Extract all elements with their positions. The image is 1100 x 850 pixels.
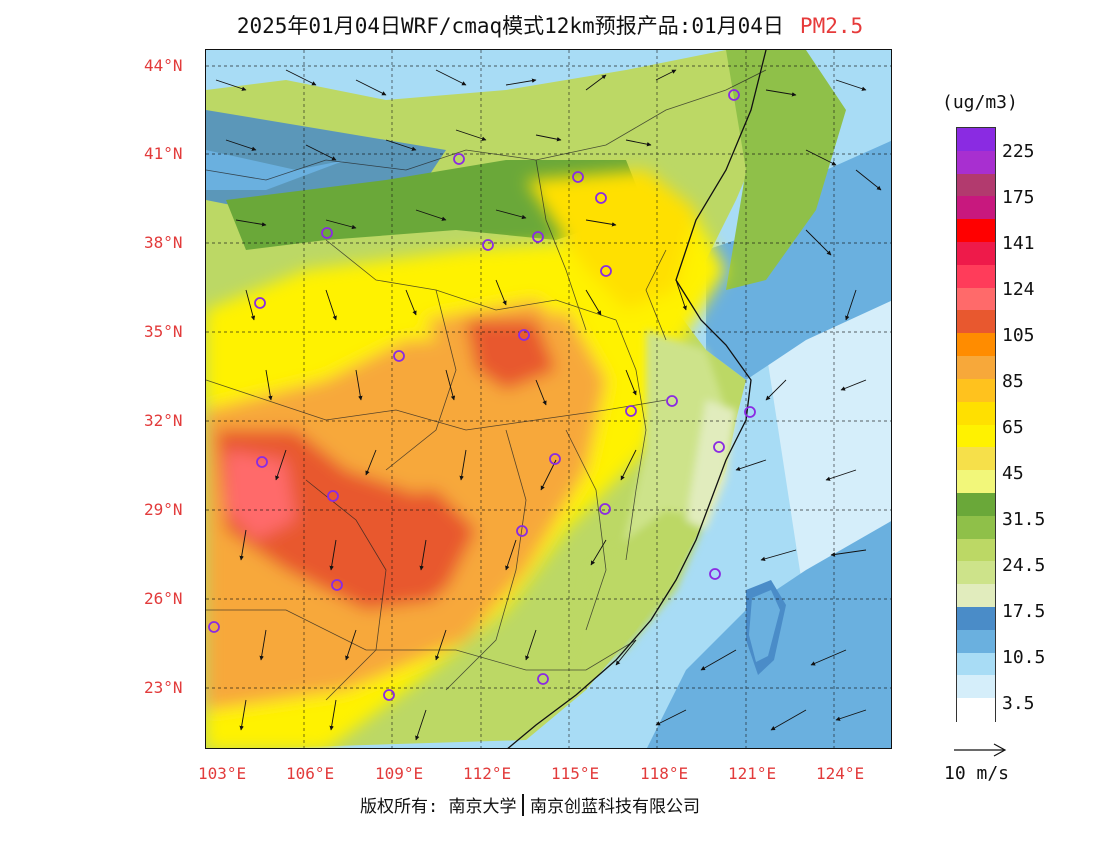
northeast-land <box>726 50 846 290</box>
colorbar-swatch <box>957 310 995 334</box>
colorbar-label: 65 <box>1002 417 1024 438</box>
colorbar-swatch <box>957 424 995 448</box>
colorbar-swatch <box>957 242 995 266</box>
colorbar-swatch <box>957 606 995 631</box>
title-pollutant: PM2.5 <box>799 14 864 38</box>
colorbar-label: 45 <box>1002 463 1024 484</box>
taiwan-inner <box>749 590 780 662</box>
colorbar-swatch <box>957 219 995 243</box>
lon-label: 118°E <box>640 764 689 783</box>
lon-label: 115°E <box>551 764 600 783</box>
colorbar-label: 175 <box>1002 187 1035 208</box>
colorbar-swatch <box>957 356 995 380</box>
colorbar-swatch <box>957 378 995 403</box>
colorbar-swatch <box>957 492 995 517</box>
wind-vectors <box>215 69 882 741</box>
lon-label: 103°E <box>198 764 247 783</box>
map-title: 2025年01月04日WRF/cmaq模式12km预报产品:01月04日 PM2.… <box>0 10 1100 40</box>
colorbar-label: 3.5 <box>1002 693 1035 714</box>
colorbar-swatch <box>957 196 995 220</box>
wind-reference-label: 10 m/s <box>944 763 1010 784</box>
colorbar-label: 225 <box>1002 141 1035 162</box>
colorbar-swatch <box>957 515 995 540</box>
north-clean-strip <box>206 150 346 190</box>
colorbar-swatch <box>957 173 995 198</box>
map-canvas <box>206 50 891 748</box>
colorbar-swatch <box>957 561 995 585</box>
colorbar-swatch <box>957 333 995 357</box>
province-boundaries <box>206 69 767 701</box>
title-main: 2025年01月04日WRF/cmaq模式12km预报产品:01月04日 <box>236 14 784 38</box>
lat-label: 32°N <box>144 411 183 430</box>
lat-label: 26°N <box>144 589 183 608</box>
lon-label: 124°E <box>816 764 865 783</box>
colorbar-swatch <box>957 264 995 289</box>
lat-label: 23°N <box>144 678 183 697</box>
lat-label: 44°N <box>144 56 183 75</box>
pm25-map <box>205 49 892 749</box>
colorbar-swatch <box>957 150 995 175</box>
coastal-gradient <box>566 330 736 690</box>
lat-label: 41°N <box>144 144 183 163</box>
colorbar-label: 17.5 <box>1002 601 1046 622</box>
copyright-text: 版权所有: 南京大学 <box>360 797 517 817</box>
colorbar-swatch <box>957 584 995 608</box>
colorbar-unit: (ug/m3) <box>942 92 1018 113</box>
city-markers <box>208 89 756 701</box>
colorbar-label: 141 <box>1002 233 1035 254</box>
colorbar-label: 10.5 <box>1002 647 1046 668</box>
colorbar-swatch <box>957 470 995 494</box>
lon-label: 112°E <box>463 764 512 783</box>
colorbar-label: 85 <box>1002 371 1024 392</box>
company-text: 南京创蓝科技有限公司 <box>529 797 700 817</box>
yellow-sea <box>706 140 891 380</box>
colorbar-swatch <box>957 287 995 312</box>
colorbar-swatch <box>957 447 995 471</box>
colorbar-label: 105 <box>1002 325 1035 346</box>
lon-label: 106°E <box>286 764 335 783</box>
colorbar-swatch <box>957 652 995 676</box>
lat-label: 38°N <box>144 233 183 252</box>
colorbar-swatch <box>957 675 995 699</box>
lat-label: 29°N <box>144 500 183 519</box>
coastline <box>507 50 767 748</box>
lon-label: 109°E <box>375 764 424 783</box>
colorbar-label: 124 <box>1002 279 1035 300</box>
colorbar <box>956 127 996 722</box>
footer-copyright: 版权所有: 南京大学 南京创蓝科技有限公司 <box>360 792 700 817</box>
colorbar-swatch <box>957 401 995 426</box>
lon-label: 121°E <box>728 764 777 783</box>
colorbar-label: 31.5 <box>1002 509 1046 530</box>
lat-label: 35°N <box>144 322 183 341</box>
graticule <box>206 50 891 748</box>
colorbar-swatch <box>957 698 995 722</box>
wind-reference-arrow <box>954 743 1007 757</box>
colorbar-swatch <box>957 128 995 152</box>
colorbar-label: 24.5 <box>1002 555 1046 576</box>
footer-divider <box>522 794 524 816</box>
colorbar-swatch <box>957 629 995 654</box>
colorbar-swatch <box>957 538 995 562</box>
